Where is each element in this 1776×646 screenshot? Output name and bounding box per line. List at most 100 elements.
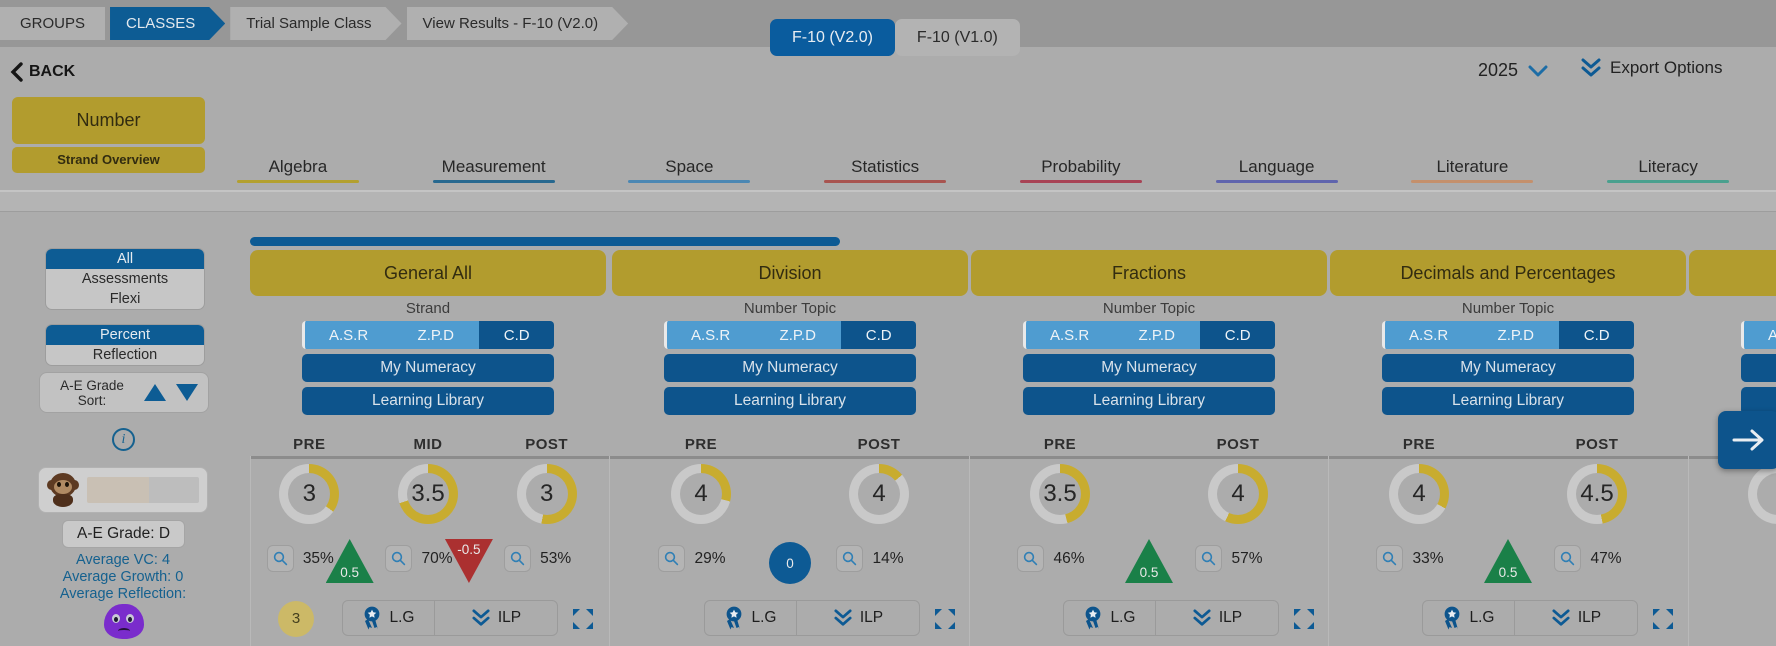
- my-numeracy-button[interactable]: My Numeracy: [1023, 354, 1275, 382]
- toggle-option-assessments[interactable]: Assessments: [81, 271, 169, 287]
- horizontal-scrollbar[interactable]: [250, 237, 840, 246]
- magnifier-button[interactable]: [266, 545, 294, 572]
- magnifier-button[interactable]: [1195, 545, 1223, 572]
- magnifier-button[interactable]: [1376, 545, 1404, 572]
- info-icon[interactable]: i: [112, 428, 135, 451]
- segment-zpd[interactable]: Z.P.D: [754, 321, 842, 349]
- tab-probability[interactable]: Probability: [983, 157, 1179, 183]
- scroll-right-button[interactable]: [1718, 411, 1776, 469]
- sort-ascending-button[interactable]: [144, 384, 166, 401]
- topic-column-partial: A.S.R Z.P.D C.D: [1689, 212, 1776, 646]
- topic-header-button[interactable]: General All: [250, 250, 606, 296]
- ilp-button[interactable]: ILP: [1156, 601, 1278, 635]
- my-numeracy-button[interactable]: My Numeracy: [302, 354, 554, 382]
- tab-f10-v1[interactable]: F-10 (V1.0): [894, 19, 1020, 56]
- tab-f10-v2[interactable]: F-10 (V2.0): [770, 19, 895, 56]
- learning-library-button[interactable]: Learning Library: [1023, 387, 1275, 415]
- back-chevron-icon: [10, 62, 23, 82]
- student-row[interactable]: [38, 467, 208, 513]
- my-numeracy-button[interactable]: My Numeracy: [664, 354, 916, 382]
- tab-algebra[interactable]: Algebra: [200, 157, 396, 183]
- learning-goal-button[interactable]: L.G: [343, 601, 435, 635]
- ilp-button[interactable]: ILP: [435, 601, 557, 635]
- sort-descending-button[interactable]: [176, 384, 198, 401]
- ilp-button[interactable]: ILP: [797, 601, 919, 635]
- year-dropdown[interactable]: 2025: [1478, 60, 1548, 81]
- expand-icon[interactable]: [934, 608, 956, 630]
- toggle-option-all[interactable]: All: [46, 249, 204, 269]
- tab-statistics[interactable]: Statistics: [787, 157, 983, 183]
- tab-underline: [824, 180, 947, 183]
- magnifier-button[interactable]: [658, 545, 686, 572]
- learning-library-button[interactable]: Learning Library: [1382, 387, 1634, 415]
- magnifier-button[interactable]: [1017, 545, 1045, 572]
- learning-library-button[interactable]: Learning Library: [302, 387, 554, 415]
- magnifier-button[interactable]: [1554, 545, 1582, 572]
- segment-cd[interactable]: C.D: [1200, 321, 1275, 349]
- toggle-option-reflection[interactable]: Reflection: [92, 347, 158, 363]
- topic-header-button[interactable]: [1689, 250, 1776, 296]
- expand-icon[interactable]: [1293, 608, 1315, 630]
- metric-toggle: Percent Reflection: [45, 324, 205, 366]
- segment-cd[interactable]: C.D: [841, 321, 916, 349]
- my-numeracy-button[interactable]: My Numeracy: [1382, 354, 1634, 382]
- segment-cd[interactable]: C.D: [479, 321, 554, 349]
- tab-language[interactable]: Language: [1179, 157, 1375, 183]
- learning-library-button[interactable]: Learning Library: [664, 387, 916, 415]
- tab-literacy[interactable]: Literacy: [1570, 157, 1766, 183]
- strand-number-button[interactable]: Number: [12, 97, 205, 144]
- average-vc: Average VC: 4: [75, 552, 171, 568]
- expand-icon[interactable]: [1652, 608, 1674, 630]
- gauges: [1689, 464, 1776, 524]
- segment-zpd[interactable]: Z.P.D: [392, 321, 480, 349]
- segment-asr[interactable]: A.S.R: [1744, 321, 1776, 349]
- breadcrumb-groups[interactable]: GROUPS: [0, 7, 106, 40]
- export-options-button[interactable]: Export Options: [1580, 58, 1722, 78]
- back-button[interactable]: BACK: [10, 62, 75, 82]
- segment-cd[interactable]: C.D: [1559, 321, 1634, 349]
- magnifier-button[interactable]: [504, 545, 532, 572]
- learning-goal-button[interactable]: L.G: [1423, 601, 1515, 635]
- topic-header-button[interactable]: Fractions: [971, 250, 1327, 296]
- topic-header-button[interactable]: Decimals and Percentages: [1330, 250, 1686, 296]
- lg-ilp-control: L.G ILP: [342, 600, 558, 636]
- column-footer: 3 L.G ILP: [250, 600, 606, 638]
- breadcrumb-classes[interactable]: CLASSES: [110, 7, 225, 40]
- topic-column-decimals: Decimals and Percentages Number Topic A.…: [1330, 212, 1686, 646]
- learning-goal-button[interactable]: L.G: [705, 601, 797, 635]
- student-averages: Average VC: 4 Average Growth: 0 Average …: [18, 552, 228, 603]
- lg-ilp-control: L.G ILP: [1422, 600, 1638, 636]
- assessment-toggle: All Assessments Flexi: [45, 248, 205, 310]
- segment-asr[interactable]: A.S.R: [305, 321, 393, 349]
- learning-library-button[interactable]: [1741, 387, 1776, 415]
- tab-literature[interactable]: Literature: [1375, 157, 1571, 183]
- segment-zpd[interactable]: Z.P.D: [1113, 321, 1201, 349]
- strand-overview-button[interactable]: Strand Overview: [12, 147, 205, 173]
- lg-label: L.G: [751, 609, 777, 626]
- column-separator: [969, 456, 970, 646]
- tab-label: Probability: [1041, 157, 1121, 176]
- tab-underline: [1215, 180, 1338, 183]
- toggle-option-percent[interactable]: Percent: [46, 325, 204, 345]
- header-band: [0, 192, 1776, 212]
- percent-value: 46%: [1053, 549, 1085, 567]
- tab-measurement[interactable]: Measurement: [396, 157, 592, 183]
- expand-icon[interactable]: [572, 608, 594, 630]
- segment-asr[interactable]: A.S.R: [1385, 321, 1473, 349]
- segment-asr[interactable]: A.S.R: [1026, 321, 1114, 349]
- magnifier-button[interactable]: [836, 545, 864, 572]
- student-avatar: [47, 471, 79, 509]
- tab-space[interactable]: Space: [592, 157, 788, 183]
- column-footer: L.G ILP: [971, 600, 1327, 638]
- segment-zpd[interactable]: Z.P.D: [1472, 321, 1560, 349]
- magnifier-button[interactable]: [385, 545, 413, 572]
- column-separator: [250, 456, 251, 646]
- segment-asr[interactable]: A.S.R: [667, 321, 755, 349]
- topic-header-button[interactable]: Division: [612, 250, 968, 296]
- toggle-option-flexi[interactable]: Flexi: [109, 291, 141, 307]
- learning-goal-button[interactable]: L.G: [1064, 601, 1156, 635]
- breadcrumb-class-name[interactable]: Trial Sample Class: [230, 7, 401, 40]
- my-numeracy-button[interactable]: [1741, 354, 1776, 382]
- ilp-button[interactable]: ILP: [1515, 601, 1637, 635]
- percent-value: 29%: [694, 549, 726, 567]
